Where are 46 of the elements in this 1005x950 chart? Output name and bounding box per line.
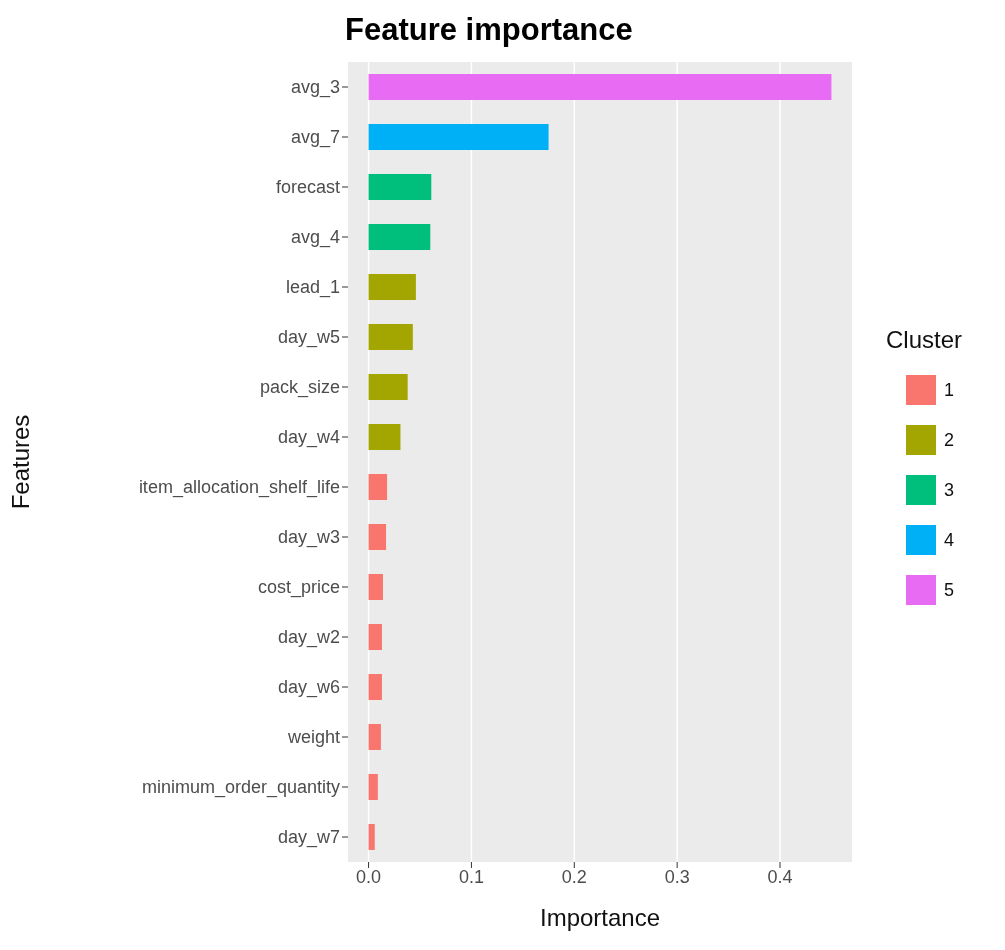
bar <box>368 274 416 300</box>
y-tick-label: day_w2 <box>277 627 340 649</box>
y-tick-label: pack_size <box>259 377 340 399</box>
y-tick-label: avg_4 <box>290 227 340 249</box>
legend-label: 5 <box>944 580 955 600</box>
y-tick-label: forecast <box>275 177 340 198</box>
x-tick-label: 0.0 <box>356 866 382 887</box>
y-tick-label: minimum_order_quantity <box>141 777 340 799</box>
x-tick-label: 0.2 <box>561 866 587 887</box>
y-tick-label: item_allocation_shelf_life <box>138 477 340 499</box>
bar <box>368 424 401 450</box>
y-tick-label: day_w7 <box>277 827 340 849</box>
x-tick-label: 0.3 <box>664 866 690 887</box>
bar <box>368 624 382 650</box>
y-tick-label: avg_3 <box>290 77 340 99</box>
bar <box>368 324 413 350</box>
bar <box>368 674 382 700</box>
y-tick-label: lead_1 <box>285 277 340 299</box>
bar <box>368 74 832 100</box>
bar <box>368 174 432 200</box>
bar <box>368 524 387 550</box>
legend-label: 1 <box>944 380 955 400</box>
y-tick-label: day_w3 <box>277 527 340 549</box>
chart-title: Feature importance <box>345 12 633 48</box>
bar <box>368 374 408 400</box>
y-tick-label: day_w5 <box>277 327 340 349</box>
y-tick-label: avg_7 <box>290 127 340 149</box>
x-tick-label: 0.1 <box>458 866 484 887</box>
legend-label: 4 <box>944 530 955 550</box>
y-axis-title: Features <box>6 414 34 510</box>
y-tick-label: cost_price <box>257 577 340 599</box>
bar <box>368 824 375 850</box>
legend-title: Cluster <box>886 326 963 354</box>
bar <box>368 124 549 150</box>
legend-label: 3 <box>944 480 955 500</box>
x-axis-title: Importance <box>539 904 661 931</box>
x-tick-label: 0.4 <box>767 866 793 887</box>
legend-label: 2 <box>944 430 955 450</box>
y-tick-label: day_w4 <box>277 427 340 449</box>
bar <box>368 774 378 800</box>
y-tick-label: weight <box>286 727 340 748</box>
bar <box>368 224 431 250</box>
y-tick-label: day_w6 <box>277 677 340 699</box>
bar <box>368 574 383 600</box>
bar <box>368 724 381 750</box>
bar <box>368 474 388 500</box>
